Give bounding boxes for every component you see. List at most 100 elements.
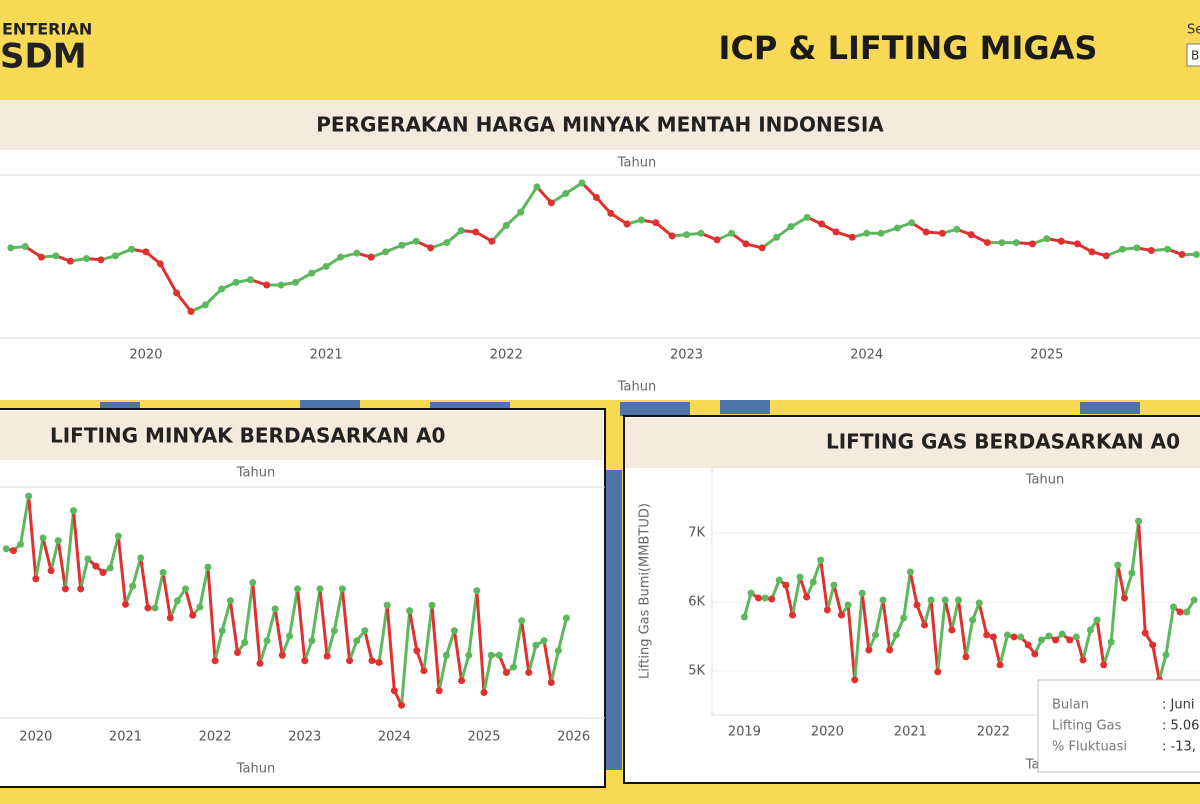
data-point xyxy=(77,585,85,593)
data-point xyxy=(927,596,935,604)
data-point xyxy=(697,229,705,237)
data-point xyxy=(637,216,645,224)
data-point xyxy=(1017,633,1025,641)
data-point xyxy=(398,241,406,249)
data-point xyxy=(473,587,481,595)
data-point xyxy=(234,649,242,657)
x-tick-label: 2025 xyxy=(1030,348,1063,363)
data-point xyxy=(66,257,74,265)
line-segment xyxy=(881,598,892,652)
tooltip-box xyxy=(1037,679,1200,773)
data-point xyxy=(383,601,391,609)
data-point xyxy=(7,244,15,252)
data-point xyxy=(1149,641,1157,649)
data-point xyxy=(1066,636,1074,644)
data-point xyxy=(1072,633,1080,641)
data-point xyxy=(151,604,159,612)
data-point xyxy=(758,244,766,252)
data-point xyxy=(668,232,676,240)
line-segment xyxy=(520,619,531,675)
data-point xyxy=(900,614,908,622)
line-segment xyxy=(158,262,179,295)
filter-label: Se xyxy=(1187,23,1200,38)
line-segment xyxy=(310,587,322,643)
data-point xyxy=(84,555,92,563)
data-point xyxy=(211,657,219,665)
filter-box[interactable] xyxy=(1186,43,1200,67)
logo-top: ENTERIAN xyxy=(2,20,92,39)
line-segment xyxy=(1095,618,1106,667)
x-tick-label: 2020 xyxy=(19,730,52,745)
line-segment xyxy=(929,598,940,674)
data-point xyxy=(323,652,331,660)
data-point xyxy=(114,532,122,540)
data-point xyxy=(1003,631,1011,639)
line-segment xyxy=(846,603,857,682)
data-point xyxy=(761,594,769,602)
data-point xyxy=(218,627,226,635)
x-tick-label: 2021 xyxy=(109,730,142,745)
x-axis-title: Tahun xyxy=(617,380,656,395)
data-point xyxy=(913,601,921,609)
line-segment xyxy=(296,587,307,663)
data-point xyxy=(892,631,900,639)
line-segment xyxy=(203,287,224,307)
data-point xyxy=(246,276,254,284)
data-point xyxy=(346,657,354,665)
data-point xyxy=(450,627,458,635)
line-segment xyxy=(1074,635,1085,662)
x-axis-title: Tahun xyxy=(617,156,656,171)
data-point xyxy=(996,661,1004,669)
data-point xyxy=(106,564,114,572)
data-point xyxy=(809,578,817,586)
data-point xyxy=(144,604,152,612)
line-segment xyxy=(956,598,968,659)
y-tick-label: 5K xyxy=(688,663,705,678)
filter-value[interactable]: B xyxy=(1191,49,1199,63)
x-tick-label: 2024 xyxy=(850,348,883,363)
data-point xyxy=(1028,240,1036,248)
data-point xyxy=(938,229,946,237)
line-segment xyxy=(535,185,553,205)
data-point xyxy=(592,194,600,202)
x-axis-title: Tahun xyxy=(236,762,275,777)
data-point xyxy=(607,209,615,217)
line-segment xyxy=(798,575,809,599)
tooltip-label: Lifting Gas xyxy=(1052,719,1122,734)
line-segment xyxy=(991,635,1002,667)
line-segment xyxy=(206,565,217,663)
line-segment xyxy=(908,570,919,607)
data-point xyxy=(226,597,234,605)
line-segment xyxy=(519,185,539,214)
line-segment xyxy=(408,609,419,653)
data-point xyxy=(9,547,17,555)
data-point xyxy=(1100,661,1108,669)
line-segment xyxy=(377,603,389,665)
data-point xyxy=(742,240,750,248)
data-point xyxy=(1010,633,1018,641)
x-tick-label: 2021 xyxy=(310,348,343,363)
data-point xyxy=(953,225,961,233)
line-segment xyxy=(422,603,434,673)
data-point xyxy=(263,281,271,289)
data-point xyxy=(562,614,570,622)
data-point xyxy=(196,603,204,611)
data-point xyxy=(844,601,852,609)
line-segment xyxy=(108,534,120,570)
data-point xyxy=(1135,517,1143,525)
data-point xyxy=(1107,638,1115,646)
data-point xyxy=(330,627,338,635)
line-segment xyxy=(998,633,1009,667)
data-point xyxy=(241,639,249,647)
data-point xyxy=(37,253,45,261)
panel-title: LIFTING GAS BERDASARKAN A0 xyxy=(826,430,1180,454)
tooltip-value: : 5.06 xyxy=(1162,719,1199,734)
data-point xyxy=(1073,240,1081,248)
line-segment xyxy=(56,539,67,591)
data-point xyxy=(830,581,838,589)
data-point xyxy=(547,679,555,687)
data-point xyxy=(232,278,240,286)
line-segment xyxy=(1157,653,1168,682)
line-segment xyxy=(265,607,277,643)
line-segment xyxy=(542,639,553,685)
